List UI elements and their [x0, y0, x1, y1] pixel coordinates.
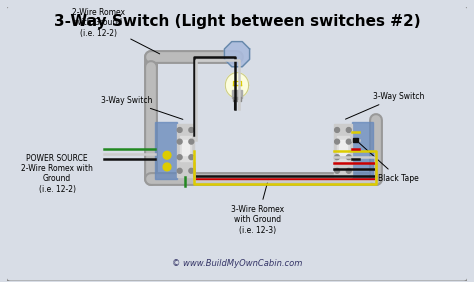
- Text: Black Tape: Black Tape: [357, 142, 419, 183]
- Circle shape: [346, 168, 351, 173]
- Text: 2-Wire Romex
with Ground
(i.e. 12-2): 2-Wire Romex with Ground (i.e. 12-2): [73, 8, 160, 54]
- Text: 3-Wire Romex
with Ground
(i.e. 12-3): 3-Wire Romex with Ground (i.e. 12-3): [231, 179, 284, 235]
- Circle shape: [335, 155, 339, 160]
- Text: POWER SOURCE
2-Wire Romex with
Ground
(i.e. 12-2): POWER SOURCE 2-Wire Romex with Ground (i…: [21, 154, 93, 194]
- Circle shape: [335, 139, 339, 144]
- Circle shape: [177, 168, 182, 173]
- Text: 3-Way Switch: 3-Way Switch: [346, 92, 424, 119]
- Bar: [334, 124, 352, 177]
- Circle shape: [346, 155, 351, 160]
- Bar: [352, 122, 373, 179]
- Bar: [182, 140, 190, 155]
- Circle shape: [189, 127, 194, 133]
- Bar: [232, 90, 242, 98]
- FancyBboxPatch shape: [6, 6, 468, 282]
- Bar: [177, 124, 194, 177]
- Circle shape: [346, 127, 351, 133]
- Circle shape: [189, 155, 194, 160]
- Circle shape: [189, 168, 194, 173]
- Bar: [180, 136, 191, 161]
- Circle shape: [346, 139, 351, 144]
- Circle shape: [177, 139, 182, 144]
- Circle shape: [177, 155, 182, 160]
- Circle shape: [177, 127, 182, 133]
- Text: 3-Way Switch (Light between switches #2): 3-Way Switch (Light between switches #2): [54, 14, 420, 29]
- Text: © www.BuildMyOwnCabin.com: © www.BuildMyOwnCabin.com: [172, 259, 302, 268]
- Polygon shape: [225, 73, 249, 98]
- Circle shape: [189, 139, 194, 144]
- Bar: [337, 136, 349, 161]
- Bar: [233, 97, 241, 101]
- Polygon shape: [224, 42, 250, 67]
- Circle shape: [163, 163, 171, 171]
- Text: 3-Way Switch: 3-Way Switch: [100, 96, 183, 119]
- Bar: [353, 138, 357, 142]
- Bar: [155, 122, 177, 179]
- Circle shape: [163, 151, 171, 159]
- Circle shape: [335, 168, 339, 173]
- Bar: [339, 140, 347, 155]
- Circle shape: [335, 127, 339, 133]
